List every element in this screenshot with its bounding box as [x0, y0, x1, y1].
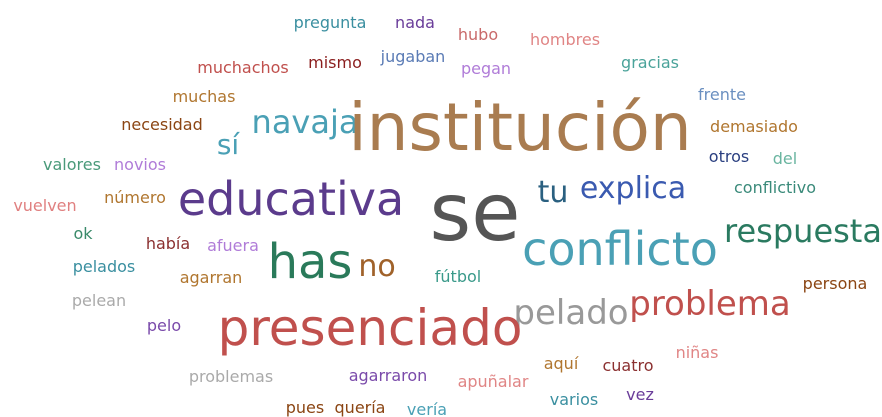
word: necesidad: [121, 115, 203, 134]
word: gracias: [621, 53, 679, 72]
word: pelados: [73, 257, 136, 276]
word: hombres: [530, 30, 600, 49]
word: problemas: [189, 367, 273, 386]
word: quería: [335, 398, 386, 417]
word: tu: [538, 175, 569, 210]
word: frente: [698, 85, 746, 104]
word: problema: [629, 284, 791, 324]
word: demasiado: [710, 117, 798, 136]
word: otros: [709, 147, 749, 166]
word: vuelven: [13, 196, 76, 215]
word: muchachos: [197, 58, 289, 77]
word: sí: [217, 128, 241, 161]
word: respuesta: [724, 212, 882, 250]
word: había: [146, 234, 190, 253]
word: varios: [550, 390, 598, 409]
word: pelado: [513, 293, 628, 333]
word: novios: [114, 155, 166, 174]
word: muchas: [173, 87, 236, 106]
word: apuñalar: [458, 372, 529, 391]
word: institución: [348, 89, 691, 166]
word: jugaban: [380, 47, 446, 66]
word: valores: [43, 155, 101, 174]
word: número: [104, 188, 166, 207]
word: persona: [803, 274, 868, 293]
word: conflictivo: [734, 178, 816, 197]
word: niñas: [676, 343, 719, 362]
word: vez: [626, 385, 654, 404]
word: agarran: [180, 268, 243, 287]
word: educativa: [178, 172, 404, 226]
word: del: [773, 149, 797, 168]
word: pelean: [72, 291, 126, 310]
word: afuera: [207, 236, 259, 255]
word: has: [268, 234, 353, 290]
word: conflicto: [522, 222, 718, 276]
word: agarraron: [349, 366, 428, 385]
word: ok: [73, 224, 93, 243]
word: se: [430, 166, 521, 259]
word: explica: [580, 171, 686, 206]
word: pelo: [147, 316, 181, 335]
word: mismo: [308, 53, 362, 72]
word: pregunta: [294, 13, 367, 32]
word: fútbol: [435, 267, 481, 286]
word: presenciado: [218, 299, 523, 357]
word: aquí: [544, 354, 579, 373]
word: nada: [395, 13, 435, 32]
word: pues: [286, 398, 324, 417]
word: vería: [407, 400, 447, 417]
word: cuatro: [602, 356, 653, 375]
word: no: [358, 249, 395, 284]
word: hubo: [458, 25, 498, 44]
word: pegan: [461, 59, 511, 78]
word: navaja: [252, 103, 359, 141]
